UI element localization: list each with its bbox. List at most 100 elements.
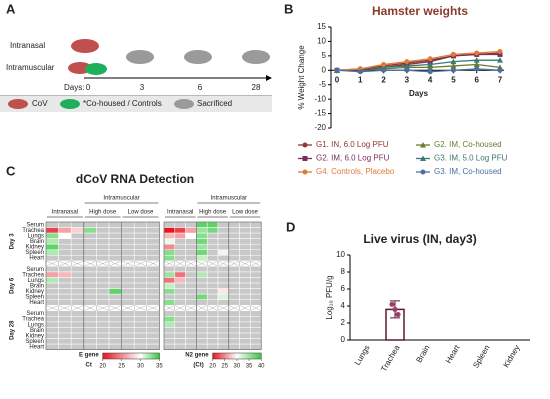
empty-cell xyxy=(206,232,219,239)
empty-cell xyxy=(174,238,186,245)
empty-cell xyxy=(239,338,251,345)
separator-hatch xyxy=(146,260,160,267)
empty-cell xyxy=(163,266,176,273)
marker xyxy=(474,50,480,56)
scale-swatch xyxy=(238,353,240,359)
empty-cell xyxy=(96,338,110,345)
scale-swatch xyxy=(116,353,119,359)
scale-swatch xyxy=(212,353,215,359)
empty-cell xyxy=(58,266,72,273)
empty-cell xyxy=(146,227,160,234)
empty-cell xyxy=(133,227,148,234)
empty-cell xyxy=(196,299,208,306)
empty-cell xyxy=(58,249,72,256)
separator-hatch xyxy=(239,260,251,267)
column-group-label: Intranasal xyxy=(167,210,193,216)
empty-cell xyxy=(96,221,110,228)
scale-swatch xyxy=(105,353,108,359)
marker xyxy=(302,169,308,175)
empty-cell xyxy=(174,255,186,262)
marker xyxy=(473,61,480,68)
legend-label: G1. IN, 6.0 Log PFU xyxy=(316,140,389,149)
empty-cell xyxy=(58,327,72,334)
scale-swatch xyxy=(108,353,111,359)
empty-cell xyxy=(83,343,97,350)
empty-cell xyxy=(185,221,197,228)
separator-hatch xyxy=(108,260,122,267)
marker xyxy=(450,51,456,57)
panel-label: A xyxy=(6,1,16,16)
legend-label: G4. Controls, Placebo xyxy=(316,167,395,176)
scale-swatch xyxy=(109,353,112,359)
empty-cell xyxy=(217,227,230,234)
empty-cell xyxy=(250,277,262,284)
empty-cell xyxy=(70,232,85,239)
scale-swatch xyxy=(131,353,133,359)
scale-swatch xyxy=(230,353,233,359)
panel-label: D xyxy=(286,219,295,234)
separator-hatch xyxy=(207,305,219,311)
heat-cell xyxy=(174,232,186,239)
separator-hatch xyxy=(71,260,84,267)
empty-cell xyxy=(206,266,219,273)
empty-cell xyxy=(250,316,262,323)
empty-cell xyxy=(83,271,97,278)
empty-cell xyxy=(133,271,148,278)
empty-cell xyxy=(58,293,72,300)
column-group-label: Low dose xyxy=(232,210,258,216)
empty-cell xyxy=(206,238,219,245)
scale-swatch xyxy=(213,353,216,359)
x-tick-label: Trachea xyxy=(379,343,402,373)
scale-swatch xyxy=(156,353,159,359)
marker xyxy=(381,67,387,73)
scale-swatch xyxy=(136,353,139,359)
empty-cell xyxy=(217,338,230,345)
empty-cell xyxy=(228,332,240,339)
empty-cell xyxy=(121,277,135,284)
empty-cell xyxy=(250,282,262,289)
scale-swatch xyxy=(219,353,222,359)
empty-cell xyxy=(108,227,122,234)
heat-cell xyxy=(163,249,176,256)
scale-frame xyxy=(102,352,160,360)
empty-cell xyxy=(185,343,197,350)
heat-cell xyxy=(196,293,208,300)
scale-tick-label: 30 xyxy=(137,364,144,370)
empty-cell xyxy=(108,221,122,228)
scale-swatch xyxy=(106,353,109,359)
y-tick-label: 0 xyxy=(341,335,346,344)
empty-cell xyxy=(133,238,148,245)
empty-cell xyxy=(239,299,251,306)
separator-hatch xyxy=(217,260,229,267)
empty-cell xyxy=(217,221,230,228)
scale-swatch xyxy=(223,353,226,359)
empty-cell xyxy=(239,277,251,284)
empty-cell xyxy=(133,310,148,317)
empty-cell xyxy=(133,316,148,323)
scale-swatch xyxy=(153,353,156,359)
empty-cell xyxy=(206,316,219,323)
empty-cell xyxy=(185,299,197,306)
data-point xyxy=(395,311,401,318)
scale-swatch xyxy=(249,353,251,359)
empty-cell xyxy=(250,232,262,239)
empty-cell xyxy=(206,332,219,339)
separator-hatch xyxy=(83,305,97,311)
empty-cell xyxy=(185,310,197,317)
separator-hatch xyxy=(45,260,59,267)
empty-cell xyxy=(146,327,160,334)
empty-cell xyxy=(250,332,262,339)
empty-cell xyxy=(206,282,219,289)
scale-tick-label: 20 xyxy=(99,364,106,370)
heat-cell xyxy=(174,271,186,278)
scale-swatch xyxy=(229,353,232,359)
empty-cell xyxy=(228,266,240,273)
heat-cell xyxy=(217,293,230,300)
empty-cell xyxy=(96,255,110,262)
x-tick-label: 6 xyxy=(474,75,479,84)
empty-cell xyxy=(146,343,160,350)
scale-swatch xyxy=(253,353,256,359)
empty-cell xyxy=(250,255,262,262)
empty-cell xyxy=(121,243,135,250)
empty-cell xyxy=(185,332,197,339)
